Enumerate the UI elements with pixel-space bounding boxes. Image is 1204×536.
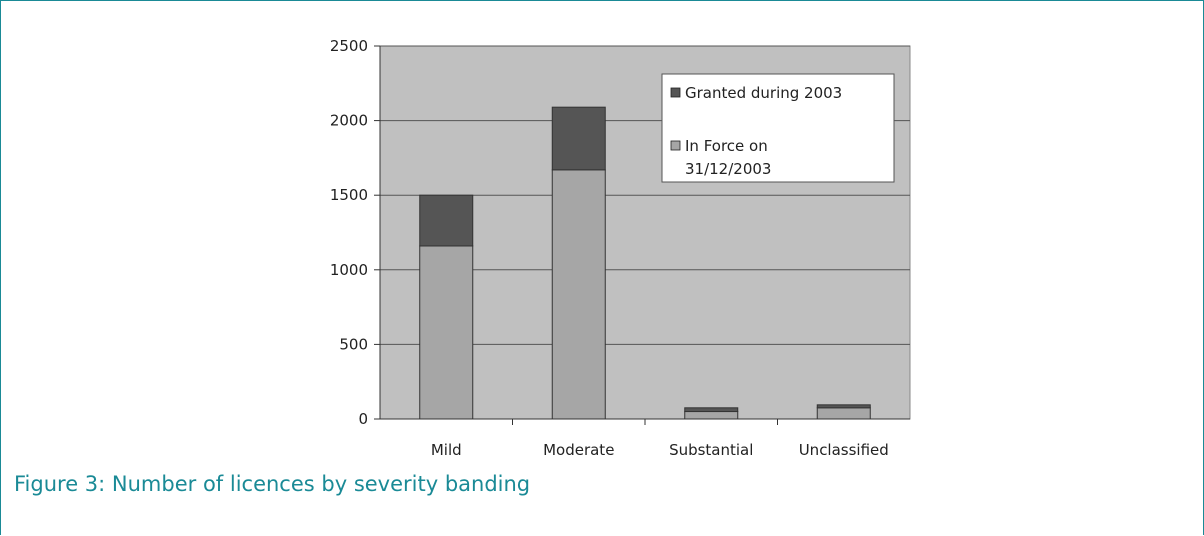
y-tick-label: 2500 <box>330 37 368 55</box>
x-tick-label: Unclassified <box>799 441 889 459</box>
bars <box>419 106 871 420</box>
x-tick-label: Moderate <box>543 441 614 459</box>
bar-in-force-substantial <box>684 411 739 420</box>
x-tick-label: Mild <box>431 441 462 459</box>
figure-caption: Figure 3: Number of licences by severity… <box>14 472 531 496</box>
y-tick-label: 1500 <box>330 186 368 204</box>
stacked-bar-chart: 0 500 1000 1500 2000 2500 Mild Moderate Substan… <box>330 37 911 459</box>
bar-granted-moderate <box>551 106 606 171</box>
bar-granted-unclassified <box>816 404 871 409</box>
axes <box>374 45 910 425</box>
legend: Granted during 2003 In Force on 31/12/20… <box>661 73 895 183</box>
bar-granted-mild <box>419 194 474 247</box>
legend-box <box>661 73 895 183</box>
bar-in-force-mild <box>419 245 474 420</box>
y-tick-label: 0 <box>358 410 368 428</box>
bar-granted-substantial <box>684 407 739 413</box>
legend-swatch-in-force <box>670 140 681 151</box>
x-tick-label: Substantial <box>669 441 753 459</box>
y-tick-label: 1000 <box>330 261 368 279</box>
legend-label-in-force-line2: 31/12/2003 <box>685 160 771 178</box>
legend-label-granted: Granted during 2003 <box>685 84 842 102</box>
bar-in-force-unclassified <box>816 407 871 420</box>
bar-in-force-moderate <box>551 169 606 420</box>
x-tick-labels: Mild Moderate Substantial Unclassified <box>431 441 889 459</box>
y-tick-labels: 0 500 1000 1500 2000 2500 <box>330 37 368 428</box>
y-tick-label: 500 <box>339 335 368 353</box>
y-tick-label: 2000 <box>330 112 368 130</box>
legend-label-in-force-line1: In Force on <box>685 137 768 155</box>
legend-swatch-granted <box>670 87 681 98</box>
